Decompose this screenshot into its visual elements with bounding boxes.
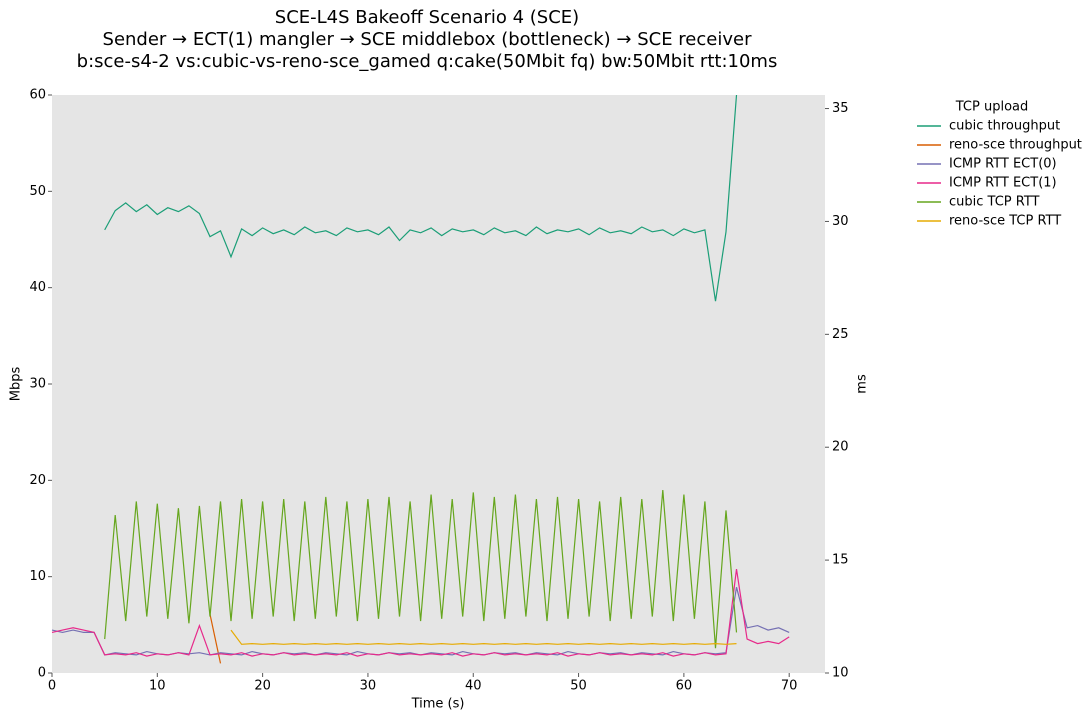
x-tick-label: 60 xyxy=(676,679,693,694)
legend-label: ICMP RTT ECT(0) xyxy=(949,157,1057,172)
chart-title: b:sce-s4-2 vs:cubic-vs-reno-sce_gamed q:… xyxy=(77,51,778,72)
y2-tick-label: 25 xyxy=(832,327,849,342)
y2-tick-label: 10 xyxy=(832,666,849,681)
y2-tick-label: 15 xyxy=(832,553,849,568)
y-axis-label: Mbps xyxy=(9,367,24,402)
x-tick-label: 50 xyxy=(570,679,587,694)
x-tick-label: 0 xyxy=(48,679,56,694)
y2-tick-label: 20 xyxy=(832,440,849,455)
x-tick-label: 30 xyxy=(360,679,377,694)
legend-title: TCP upload xyxy=(955,100,1029,115)
x-tick-label: 10 xyxy=(149,679,166,694)
series-line xyxy=(51,569,790,657)
y2-axis-label: ms xyxy=(855,374,870,394)
legend-label: reno-sce throughput xyxy=(949,138,1082,153)
y-tick-label: 20 xyxy=(29,473,46,488)
y-tick-label: 30 xyxy=(29,377,46,392)
legend-label: ICMP RTT ECT(1) xyxy=(949,176,1057,191)
legend-label: cubic TCP RTT xyxy=(949,195,1040,210)
y2-tick-label: 35 xyxy=(832,101,849,116)
x-axis-label: Time (s) xyxy=(411,697,465,712)
series-line xyxy=(230,629,737,645)
legend-label: cubic throughput xyxy=(949,119,1060,134)
legend-label: reno-sce TCP RTT xyxy=(949,214,1061,229)
y2-tick-label: 30 xyxy=(832,214,849,229)
x-tick-label: 20 xyxy=(254,679,271,694)
y-tick-label: 10 xyxy=(29,569,46,584)
y-tick-label: 40 xyxy=(29,280,46,295)
series-line xyxy=(104,490,738,649)
series-line xyxy=(104,94,738,302)
y-tick-label: 50 xyxy=(29,184,46,199)
series-line xyxy=(209,614,222,664)
y-tick-label: 60 xyxy=(29,88,46,103)
x-tick-label: 40 xyxy=(465,679,482,694)
chart-title: Sender → ECT(1) mangler → SCE middlebox … xyxy=(103,29,753,50)
y-tick-label: 0 xyxy=(38,666,46,681)
chart-title: SCE-L4S Bakeoff Scenario 4 (SCE) xyxy=(275,7,579,28)
x-tick-label: 70 xyxy=(781,679,798,694)
